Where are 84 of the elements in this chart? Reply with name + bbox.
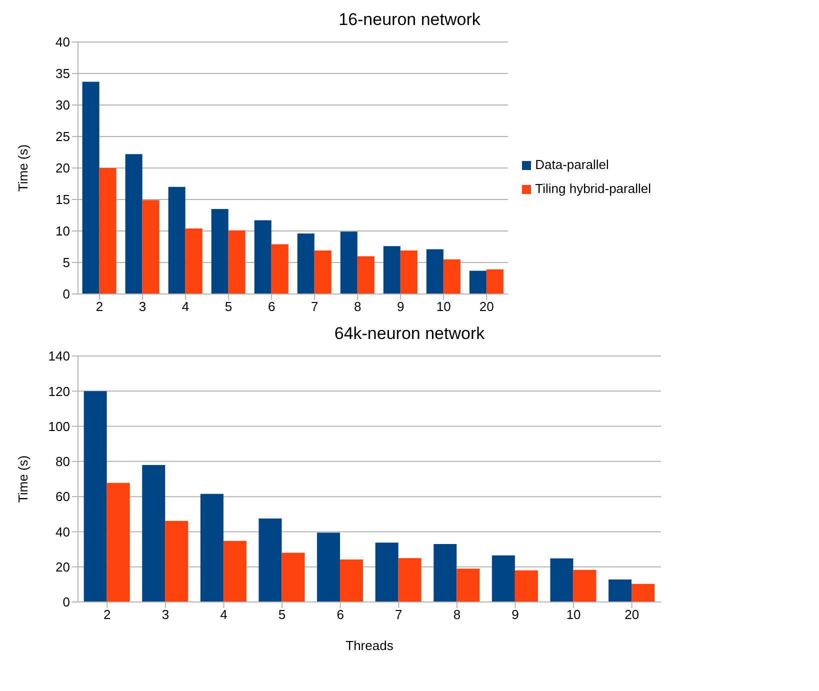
x-tick-label: 10 [436,299,451,314]
bar [223,540,246,602]
y-tick-label: 20 [56,160,70,176]
bar [456,568,480,602]
y-tick-label: 20 [56,559,70,574]
bar [383,246,400,294]
bar [492,555,515,602]
bar [99,168,116,294]
y-axis-title: Time (s) [16,144,31,192]
y-tick-label: 140 [48,348,70,364]
y-tick-label: 100 [48,418,70,434]
legend-label: Data-parallel [535,157,609,172]
bar [211,208,228,294]
bar [142,200,160,294]
bar [486,269,504,294]
x-tick-label: 10 [566,607,581,622]
x-tick-label: 4 [182,299,190,314]
bar [514,570,538,602]
bar [200,494,224,602]
legend-label: Tiling hybrid-parallel [535,181,651,196]
bar [82,82,100,294]
y-tick-label: 80 [56,454,70,470]
y-tick-label: 40 [56,524,70,540]
bar [271,244,288,294]
bar [375,542,398,602]
y-tick-label: 35 [56,66,70,82]
bar [573,570,596,602]
x-tick-label: 8 [453,607,461,622]
y-axis-title: Time (s) [16,455,31,503]
y-tick-label: 0 [62,286,70,302]
bar [317,532,340,602]
bar [297,234,314,294]
x-tick-label: 5 [224,299,232,314]
x-tick-label: 2 [96,299,104,314]
x-tick-label: 20 [479,299,494,314]
y-tick-label: 120 [48,384,70,399]
bar [608,580,632,602]
bar [340,559,364,602]
y-tick-label: 25 [56,129,70,144]
bar [632,584,655,602]
y-tick-label: 0 [62,594,70,610]
bar [443,259,460,294]
bar [168,186,186,294]
y-tick-label: 15 [56,192,70,208]
bar [434,544,457,602]
bar [125,154,142,294]
bar [185,228,202,294]
bar [142,464,166,602]
x-tick-label: 9 [396,299,404,314]
x-tick-label: 8 [354,299,362,314]
y-tick-label: 30 [56,98,70,113]
chart-title: 16-neuron network [338,9,482,31]
bar [254,220,272,294]
x-tick-label: 7 [395,607,402,622]
x-tick-label: 5 [278,607,286,622]
bar [357,256,374,294]
bar [228,230,246,294]
x-tick-label: 6 [336,607,344,622]
bar [84,391,107,602]
y-tick-label: 40 [56,34,70,50]
x-tick-label: 3 [138,299,146,314]
bar [400,250,418,294]
bar [550,558,574,602]
bar [340,232,358,294]
x-tick-label: 3 [162,607,170,622]
bar [398,558,422,602]
bar [258,518,282,602]
x-tick-label: 4 [220,607,228,622]
y-tick-label: 60 [56,489,70,504]
y-tick-label: 10 [56,224,70,239]
x-axis-title: Threads [346,638,394,653]
bar [106,482,130,602]
chart-title: 64k-neuron network [333,323,486,345]
y-tick-label: 5 [62,255,70,270]
bar [165,520,188,602]
x-tick-label: 6 [268,299,276,314]
bar [282,552,305,602]
x-tick-label: 7 [310,299,318,314]
x-tick-label: 2 [104,607,111,622]
x-tick-label: 9 [512,607,519,622]
x-tick-label: 20 [624,607,640,622]
bar [469,270,486,294]
bar [426,249,444,294]
bar [314,250,332,294]
